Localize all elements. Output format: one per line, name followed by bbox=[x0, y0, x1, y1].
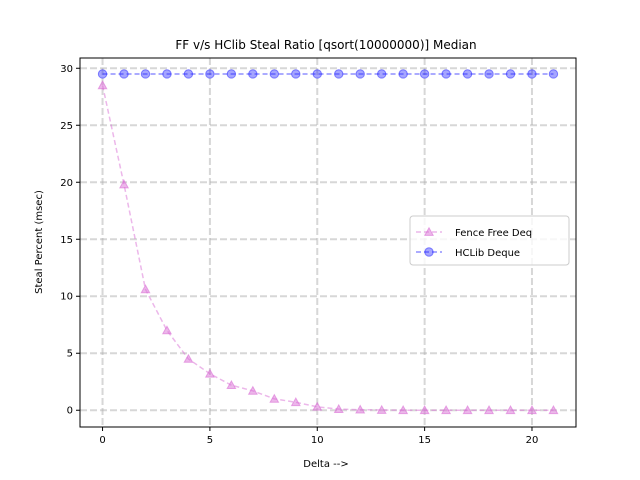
data-point bbox=[269, 69, 280, 79]
data-point bbox=[462, 69, 473, 79]
data-point bbox=[355, 69, 365, 79]
y-axis-label: Steal Percent (msec) bbox=[34, 190, 45, 294]
series-layer bbox=[97, 69, 559, 415]
y-tick-label: 10 bbox=[60, 292, 73, 303]
x-tick-label: 15 bbox=[418, 435, 431, 446]
data-point bbox=[483, 405, 495, 415]
x-axis-label: Delta --> bbox=[303, 459, 348, 470]
data-point bbox=[376, 69, 387, 79]
x-tick-label: 0 bbox=[99, 435, 105, 446]
data-point bbox=[441, 69, 451, 79]
data-point bbox=[419, 69, 430, 79]
data-point bbox=[527, 69, 537, 79]
legend-label: HCLib Deque bbox=[455, 248, 520, 259]
data-point bbox=[419, 405, 430, 415]
data-point bbox=[97, 69, 108, 79]
data-point bbox=[548, 405, 559, 415]
data-point bbox=[398, 405, 409, 415]
data-point bbox=[183, 353, 194, 363]
data-point bbox=[462, 405, 473, 415]
data-point bbox=[247, 385, 258, 395]
data-point bbox=[119, 69, 129, 79]
x-tick-label: 10 bbox=[311, 435, 324, 446]
data-point bbox=[97, 80, 108, 90]
legend-swatch-marker bbox=[423, 226, 435, 236]
data-point bbox=[312, 69, 322, 79]
data-point bbox=[205, 69, 215, 79]
data-point bbox=[161, 325, 173, 335]
data-point bbox=[376, 404, 387, 414]
data-point bbox=[226, 379, 237, 390]
data-point bbox=[118, 179, 130, 189]
series-line bbox=[101, 85, 554, 411]
data-point bbox=[505, 69, 516, 79]
chart-title: FF v/s HClib Steal Ratio [qsort(10000000… bbox=[175, 38, 476, 52]
legend-swatch-marker bbox=[424, 247, 434, 257]
y-tick-label: 25 bbox=[60, 121, 73, 132]
data-point bbox=[548, 69, 559, 79]
y-tick-label: 0 bbox=[67, 406, 73, 417]
data-point bbox=[441, 405, 452, 415]
data-point bbox=[183, 69, 194, 79]
data-point bbox=[269, 393, 280, 403]
data-point bbox=[334, 69, 344, 79]
legend-box bbox=[409, 215, 570, 266]
data-point bbox=[226, 69, 237, 79]
data-point bbox=[526, 405, 538, 415]
x-tick-label: 20 bbox=[526, 435, 539, 446]
data-point bbox=[484, 69, 494, 79]
data-point bbox=[162, 69, 172, 79]
data-point bbox=[398, 69, 408, 79]
legend: Fence Free Deq HCLib Deque bbox=[409, 215, 570, 266]
data-point bbox=[140, 284, 151, 294]
data-point bbox=[312, 401, 323, 411]
data-point bbox=[291, 69, 301, 79]
data-point bbox=[204, 368, 215, 378]
data-point bbox=[333, 403, 344, 413]
y-tick-label: 15 bbox=[60, 235, 73, 246]
data-point bbox=[248, 69, 258, 79]
data-point bbox=[355, 404, 366, 414]
legend-label: Fence Free Deq bbox=[455, 228, 532, 239]
data-point bbox=[290, 397, 301, 407]
y-tick-label: 5 bbox=[67, 349, 73, 360]
data-point bbox=[505, 405, 516, 415]
x-tick-label: 5 bbox=[207, 435, 213, 446]
series-hclib-deque bbox=[97, 69, 559, 79]
plot-frame bbox=[79, 57, 577, 428]
y-tick-label: 20 bbox=[60, 178, 73, 189]
series-fence-free-deq bbox=[97, 80, 559, 415]
data-point bbox=[140, 69, 151, 79]
y-tick-label: 30 bbox=[60, 64, 73, 75]
axis-ticks: 0 5 10 15 20 0 5 10 15 20 25 30 bbox=[60, 64, 538, 446]
